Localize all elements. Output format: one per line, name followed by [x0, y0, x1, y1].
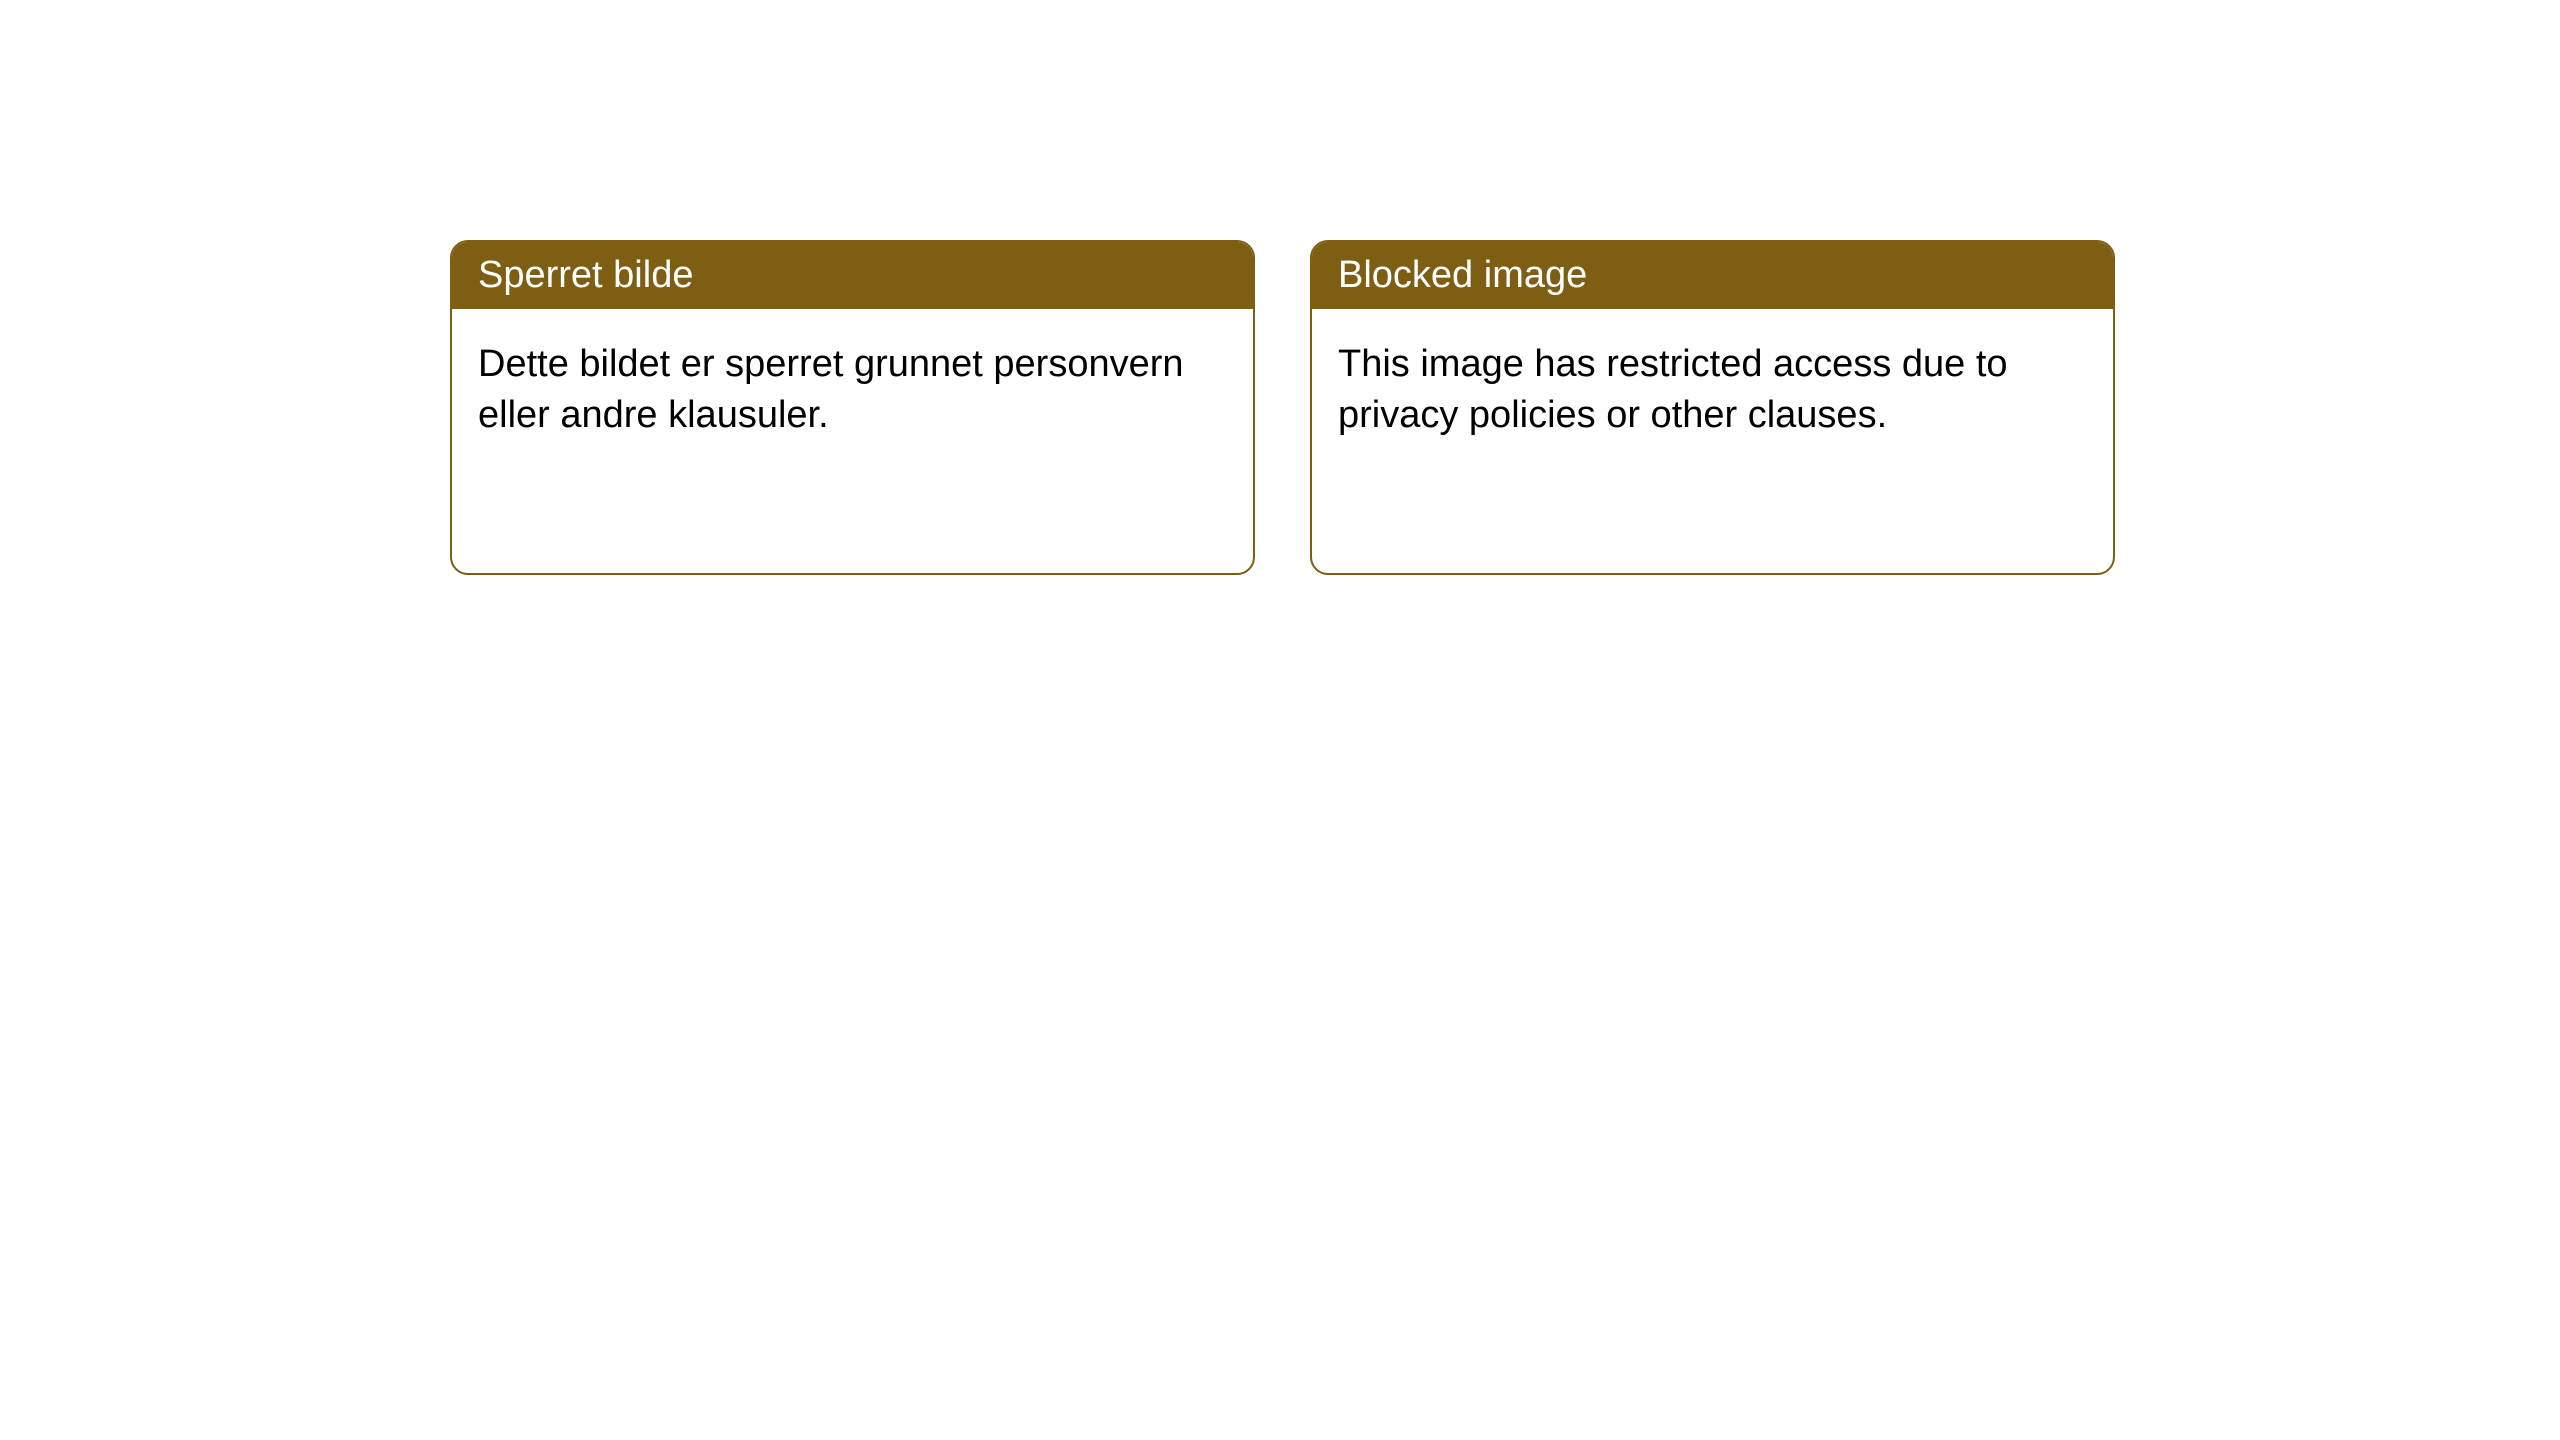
notice-message-english: This image has restricted access due to … — [1338, 343, 2008, 436]
notice-header-english: Blocked image — [1312, 242, 2113, 309]
notice-container: Sperret bilde Dette bildet er sperret gr… — [0, 0, 2560, 575]
notice-title-norwegian: Sperret bilde — [478, 254, 693, 296]
notice-header-norwegian: Sperret bilde — [452, 242, 1253, 309]
notice-body-english: This image has restricted access due to … — [1312, 309, 2113, 472]
notice-card-english: Blocked image This image has restricted … — [1310, 240, 2115, 575]
notice-title-english: Blocked image — [1338, 254, 1587, 296]
notice-message-norwegian: Dette bildet er sperret grunnet personve… — [478, 343, 1184, 436]
notice-card-norwegian: Sperret bilde Dette bildet er sperret gr… — [450, 240, 1255, 575]
notice-body-norwegian: Dette bildet er sperret grunnet personve… — [452, 309, 1253, 472]
